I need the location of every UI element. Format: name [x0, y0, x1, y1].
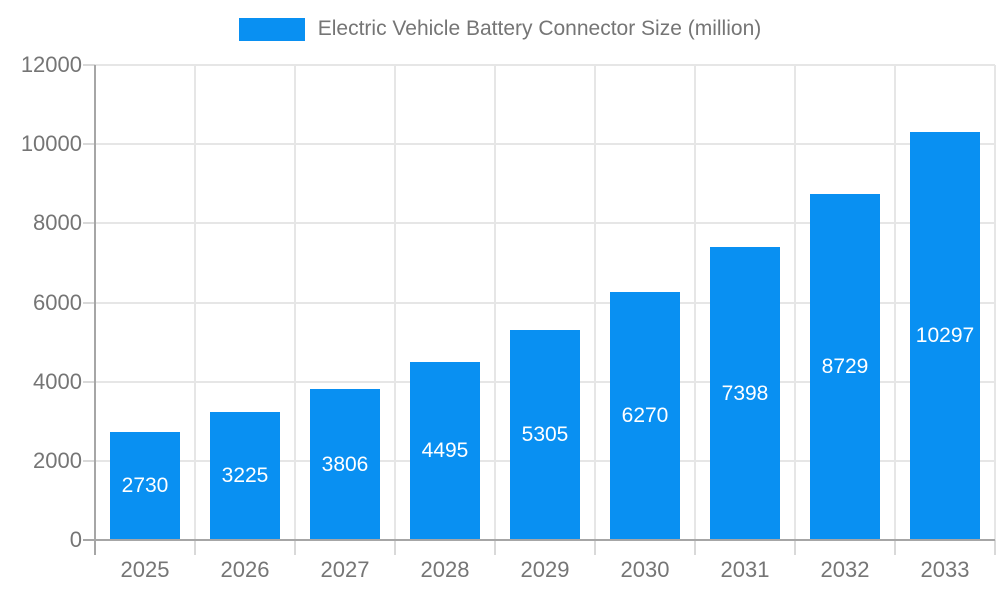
x-tick [594, 540, 596, 555]
bar: 10297 [910, 132, 980, 540]
x-tick [294, 540, 296, 555]
bar: 3225 [210, 412, 280, 540]
y-axis-label: 2000 [33, 447, 82, 473]
x-tick [794, 540, 796, 555]
x-gridline [594, 65, 596, 540]
y-tick [83, 459, 95, 462]
legend-swatch [238, 17, 305, 41]
y-axis-label: 10000 [20, 131, 82, 157]
y-axis-label: 4000 [33, 368, 82, 394]
x-tick [694, 540, 696, 555]
bar-value-label: 7398 [721, 381, 769, 405]
bar-value-label: 3225 [221, 464, 269, 488]
x-gridline [194, 65, 196, 540]
bar: 6270 [610, 291, 680, 540]
bar: 5305 [510, 330, 580, 540]
x-tick [494, 540, 496, 555]
y-tick [83, 64, 95, 66]
legend[interactable]: Electric Vehicle Battery Connector Size … [0, 17, 1000, 41]
x-tick [394, 540, 396, 555]
x-tick [194, 540, 196, 555]
x-gridline [394, 65, 396, 540]
x-axis-label: 2032 [820, 557, 870, 582]
bar-value-label: 8729 [821, 355, 869, 379]
x-tick [994, 540, 996, 555]
x-axis-line [83, 539, 995, 541]
y-axis-label: 0 [69, 527, 82, 552]
x-gridline [694, 65, 696, 540]
x-axis-label: 2025 [120, 557, 170, 582]
x-axis-label: 2030 [620, 557, 670, 582]
y-tick [83, 143, 95, 146]
bar-value-label: 5305 [521, 423, 569, 446]
bar: 7398 [710, 247, 780, 540]
plot-area: 2730 3225 3806 4495 5305 6270 7398 8729 10297 [95, 64, 996, 540]
x-gridline [794, 65, 796, 540]
x-axis-label: 2026 [220, 557, 270, 582]
y-gridline [95, 301, 995, 304]
bar: 3806 [310, 389, 380, 540]
y-gridline [95, 143, 995, 146]
y-tick [83, 222, 95, 225]
y-axis-line [94, 65, 96, 555]
bar: 2730 [110, 431, 180, 540]
x-axis-label: 2028 [420, 557, 470, 582]
y-gridline [95, 222, 995, 225]
x-gridline [294, 65, 296, 540]
bar-value-label: 4495 [421, 439, 469, 463]
y-tick [83, 301, 95, 304]
y-axis-label: 8000 [33, 210, 82, 236]
y-tick [83, 380, 95, 383]
bar: 4495 [410, 362, 480, 540]
x-gridline [494, 65, 496, 540]
bar-value-label: 10297 [915, 324, 975, 348]
bar-value-label: 6270 [621, 403, 669, 427]
x-axis-label: 2027 [320, 557, 370, 582]
x-gridline [894, 65, 896, 540]
x-gridline [994, 65, 996, 540]
y-axis-label: 6000 [33, 289, 82, 315]
x-axis-label: 2031 [720, 557, 770, 582]
chart-title: Electric Vehicle Battery Connector Size … [317, 17, 762, 40]
bar: 8729 [810, 194, 880, 540]
x-tick [894, 540, 896, 555]
x-axis-label: 2029 [520, 557, 570, 582]
y-gridline [95, 64, 995, 66]
y-axis-label: 12000 [20, 52, 82, 77]
bar-value-label: 2730 [121, 473, 169, 497]
bar-value-label: 3806 [321, 452, 369, 476]
x-axis-label: 2033 [920, 557, 970, 582]
